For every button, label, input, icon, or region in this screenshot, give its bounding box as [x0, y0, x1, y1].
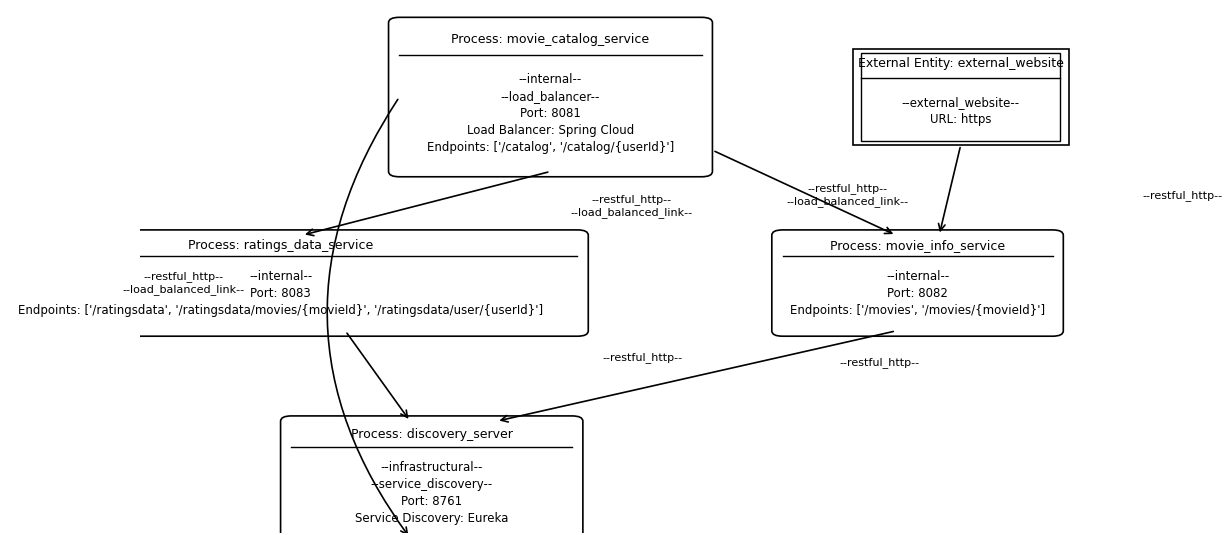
Text: --restful_http--
--load_balanced_link--: --restful_http-- --load_balanced_link--: [786, 184, 909, 208]
FancyBboxPatch shape: [772, 230, 1063, 336]
Text: --restful_http--: --restful_http--: [602, 352, 683, 363]
Text: --internal--
Port: 8082
Endpoints: ['/movies', '/movies/{movieId}']: --internal-- Port: 8082 Endpoints: ['/mo…: [790, 270, 1045, 317]
Text: --restful_http--: --restful_http--: [840, 357, 920, 368]
Text: Process: discovery_server: Process: discovery_server: [351, 427, 512, 441]
Text: --restful_http--
--load_balanced_link--: --restful_http-- --load_balanced_link--: [123, 271, 244, 295]
Text: --internal--
--load_balancer--
Port: 8081
Load Balancer: Spring Cloud
Endpoints:: --internal-- --load_balancer-- Port: 808…: [427, 73, 674, 154]
FancyBboxPatch shape: [0, 230, 588, 336]
Text: External Entity: external_website: External Entity: external_website: [858, 57, 1063, 70]
Text: Process: movie_catalog_service: Process: movie_catalog_service: [452, 33, 650, 45]
Text: --restful_http--: --restful_http--: [1142, 190, 1222, 201]
Text: --restful_http--
--load_balanced_link--: --restful_http-- --load_balanced_link--: [570, 194, 693, 218]
Bar: [852, 49, 1068, 145]
Text: --external_website--
URL: https: --external_website-- URL: https: [901, 96, 1019, 126]
Text: Process: ratings_data_service: Process: ratings_data_service: [188, 239, 373, 252]
Text: --infrastructural--
--service_discovery--
Port: 8761
Service Discovery: Eureka: --infrastructural-- --service_discovery-…: [355, 461, 508, 524]
Text: --internal--
Port: 8083
Endpoints: ['/ratingsdata', '/ratingsdata/movies/{movieI: --internal-- Port: 8083 Endpoints: ['/ra…: [18, 270, 543, 317]
Text: Process: movie_info_service: Process: movie_info_service: [830, 239, 1006, 252]
FancyBboxPatch shape: [280, 416, 583, 535]
FancyArrowPatch shape: [327, 100, 408, 534]
Bar: [861, 54, 1060, 141]
FancyBboxPatch shape: [388, 17, 712, 177]
